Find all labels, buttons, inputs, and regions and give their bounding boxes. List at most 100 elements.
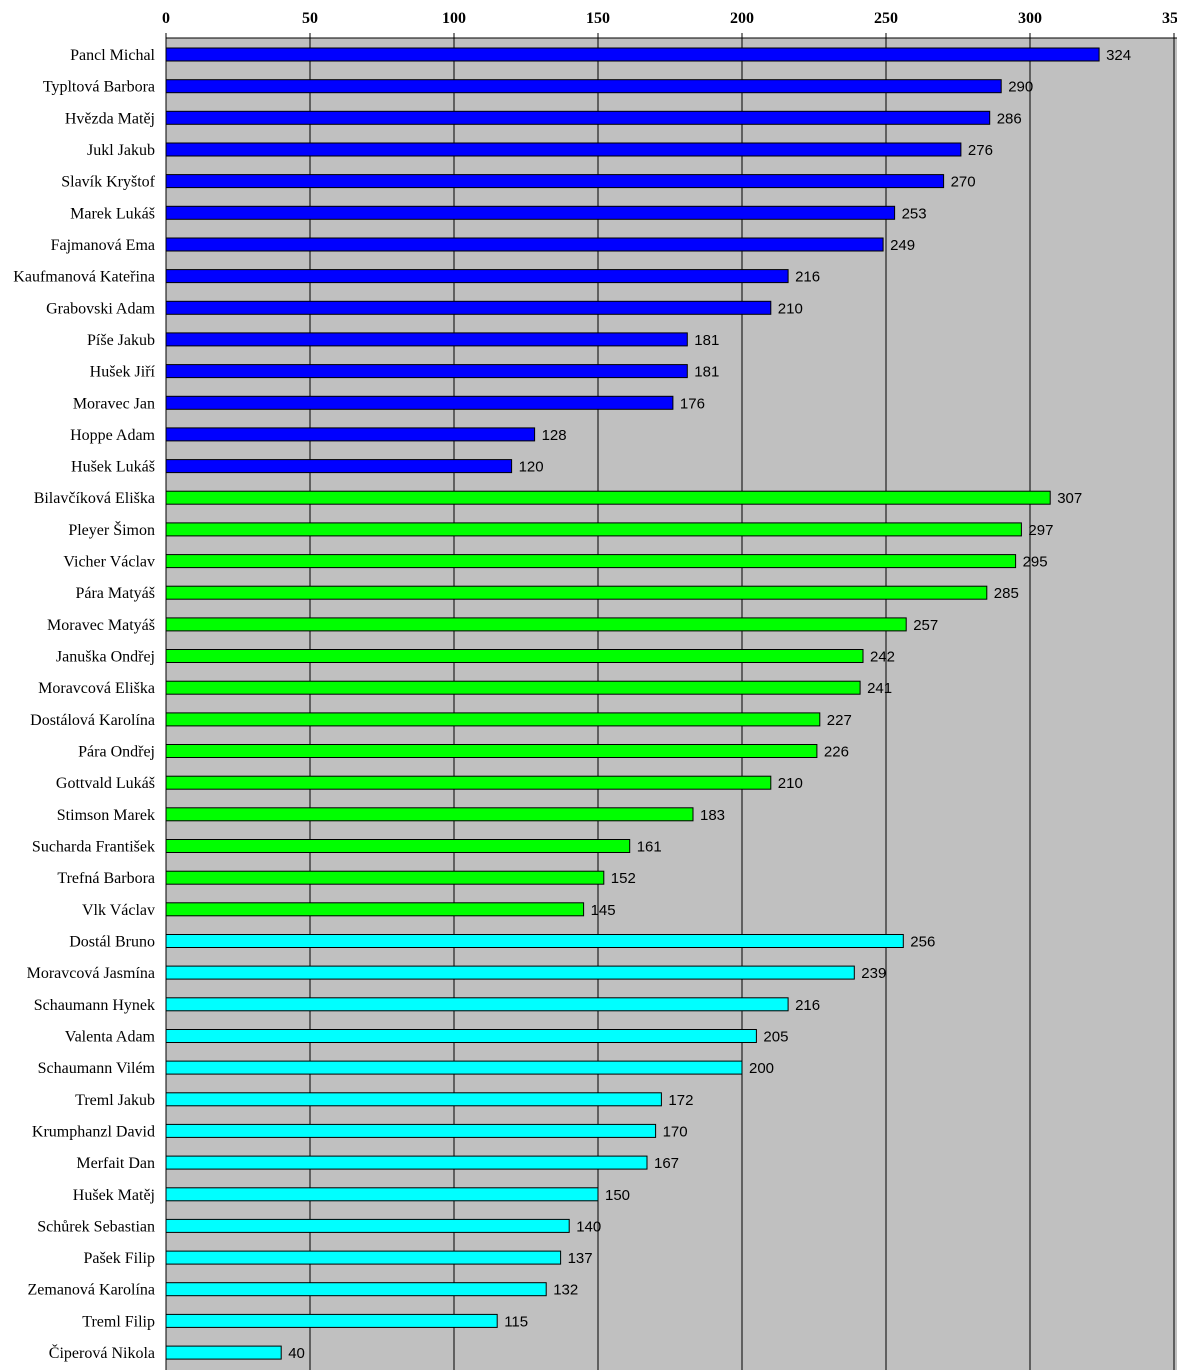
data-label: 161 (637, 839, 662, 856)
category-label: Píše Jakub (87, 332, 155, 349)
data-label: 216 (795, 269, 820, 286)
category-label: Zemanová Karolína (28, 1282, 156, 1299)
bar (165, 554, 1017, 569)
category-label: Hušek Jiří (90, 364, 156, 381)
tick-label: 50 (302, 10, 318, 27)
bar (165, 79, 1002, 94)
x-axis-ticks: 0 50 100 150 200 250 300 350 (162, 10, 1177, 38)
category-label: Moravcová Jasmína (27, 965, 155, 982)
category-label: Pancl Michal (70, 47, 155, 64)
data-label: 270 (951, 174, 976, 191)
data-label: 115 (504, 1313, 528, 1330)
category-label: Januška Ondřej (56, 649, 155, 666)
category-label: Schůrek Sebastian (37, 1218, 155, 1235)
bar (165, 997, 789, 1012)
data-label: 307 (1057, 490, 1082, 507)
category-label: Valenta Adam (65, 1029, 156, 1046)
category-label: Moravcová Eliška (38, 680, 155, 697)
category-label: Merfait Dan (76, 1155, 155, 1172)
bar (165, 649, 864, 663)
category-label: Moravec Matyáš (47, 617, 155, 634)
data-label: 128 (542, 427, 567, 444)
bar (165, 364, 688, 379)
category-label: Kaufmanová Kateřina (13, 269, 155, 286)
bar (165, 205, 896, 220)
category-label: Slavík Kryštof (61, 174, 155, 191)
category-label: Grabovski Adam (46, 300, 155, 317)
bar (165, 680, 861, 695)
data-label: 150 (605, 1187, 630, 1204)
category-label: Hvězda Matěj (65, 110, 155, 127)
bar (165, 174, 945, 189)
data-label: 120 (519, 459, 544, 476)
bar (165, 585, 988, 600)
category-label: Hušek Matěj (73, 1187, 155, 1204)
tick-label: 100 (442, 10, 466, 27)
data-label: 297 (1028, 522, 1053, 539)
category-label: Schaumann Vilém (38, 1060, 156, 1077)
bar (165, 775, 772, 790)
bar (165, 47, 1100, 62)
data-label: 276 (968, 142, 993, 159)
bar (165, 395, 674, 410)
data-label: 137 (568, 1250, 593, 1267)
data-label: 216 (795, 997, 820, 1014)
data-label: 239 (861, 965, 886, 982)
gridlines (309, 38, 1175, 1370)
category-label: Fajmanová Ema (51, 237, 155, 254)
category-label: Pleyer Šimon (68, 520, 155, 539)
bar (165, 712, 821, 727)
bar (165, 1187, 599, 1202)
data-label: 181 (694, 364, 719, 381)
tick-label: 200 (730, 10, 754, 27)
category-label: Stimson Marek (57, 807, 155, 824)
bar (165, 269, 789, 284)
bar (165, 1060, 743, 1075)
bar (165, 965, 855, 980)
tick-label: 350 (1162, 10, 1177, 27)
category-label: Trefná Barbora (57, 870, 155, 887)
category-label: Pašek Filip (83, 1250, 155, 1267)
data-label: 242 (870, 649, 895, 666)
bar (165, 1155, 648, 1170)
bar (165, 902, 585, 917)
bar (165, 870, 605, 885)
bar (165, 110, 991, 125)
category-label: Pára Matyáš (75, 585, 155, 602)
data-label: 170 (663, 1123, 688, 1140)
data-label: 286 (997, 110, 1022, 127)
bar (165, 617, 907, 632)
data-label: 324 (1106, 47, 1131, 64)
data-label: 257 (913, 617, 938, 634)
category-label: Čiperová Nikola (49, 1343, 155, 1362)
data-label: 249 (890, 237, 915, 254)
tick-label: 300 (1018, 10, 1042, 27)
bar (165, 839, 631, 853)
category-label: Pára Ondřej (78, 744, 155, 761)
bar (165, 1345, 282, 1360)
data-label: 40 (288, 1345, 305, 1362)
data-label: 295 (1023, 554, 1048, 571)
category-labels: Pancl Michal Typltová Barbora Hvězda Matěj… (13, 47, 155, 1362)
bar (165, 1313, 498, 1328)
data-label: 253 (902, 205, 927, 222)
data-label: 256 (910, 934, 935, 951)
data-label: 172 (668, 1092, 693, 1109)
data-label: 290 (1008, 79, 1033, 96)
category-label: Vicher Václav (63, 554, 155, 571)
data-label: 152 (611, 870, 636, 887)
category-label: Vlk Václav (82, 902, 155, 919)
category-label: Sucharda František (32, 839, 155, 856)
tick-label: 150 (586, 10, 610, 27)
data-label: 285 (994, 585, 1019, 602)
data-label: 241 (867, 680, 892, 697)
data-label: 183 (700, 807, 725, 824)
bar (165, 522, 1022, 537)
tick-label: 0 (162, 10, 170, 27)
data-label: 210 (778, 300, 803, 317)
category-label: Hušek Lukáš (71, 459, 155, 476)
bar (165, 934, 904, 948)
category-label: Marek Lukáš (70, 205, 155, 222)
